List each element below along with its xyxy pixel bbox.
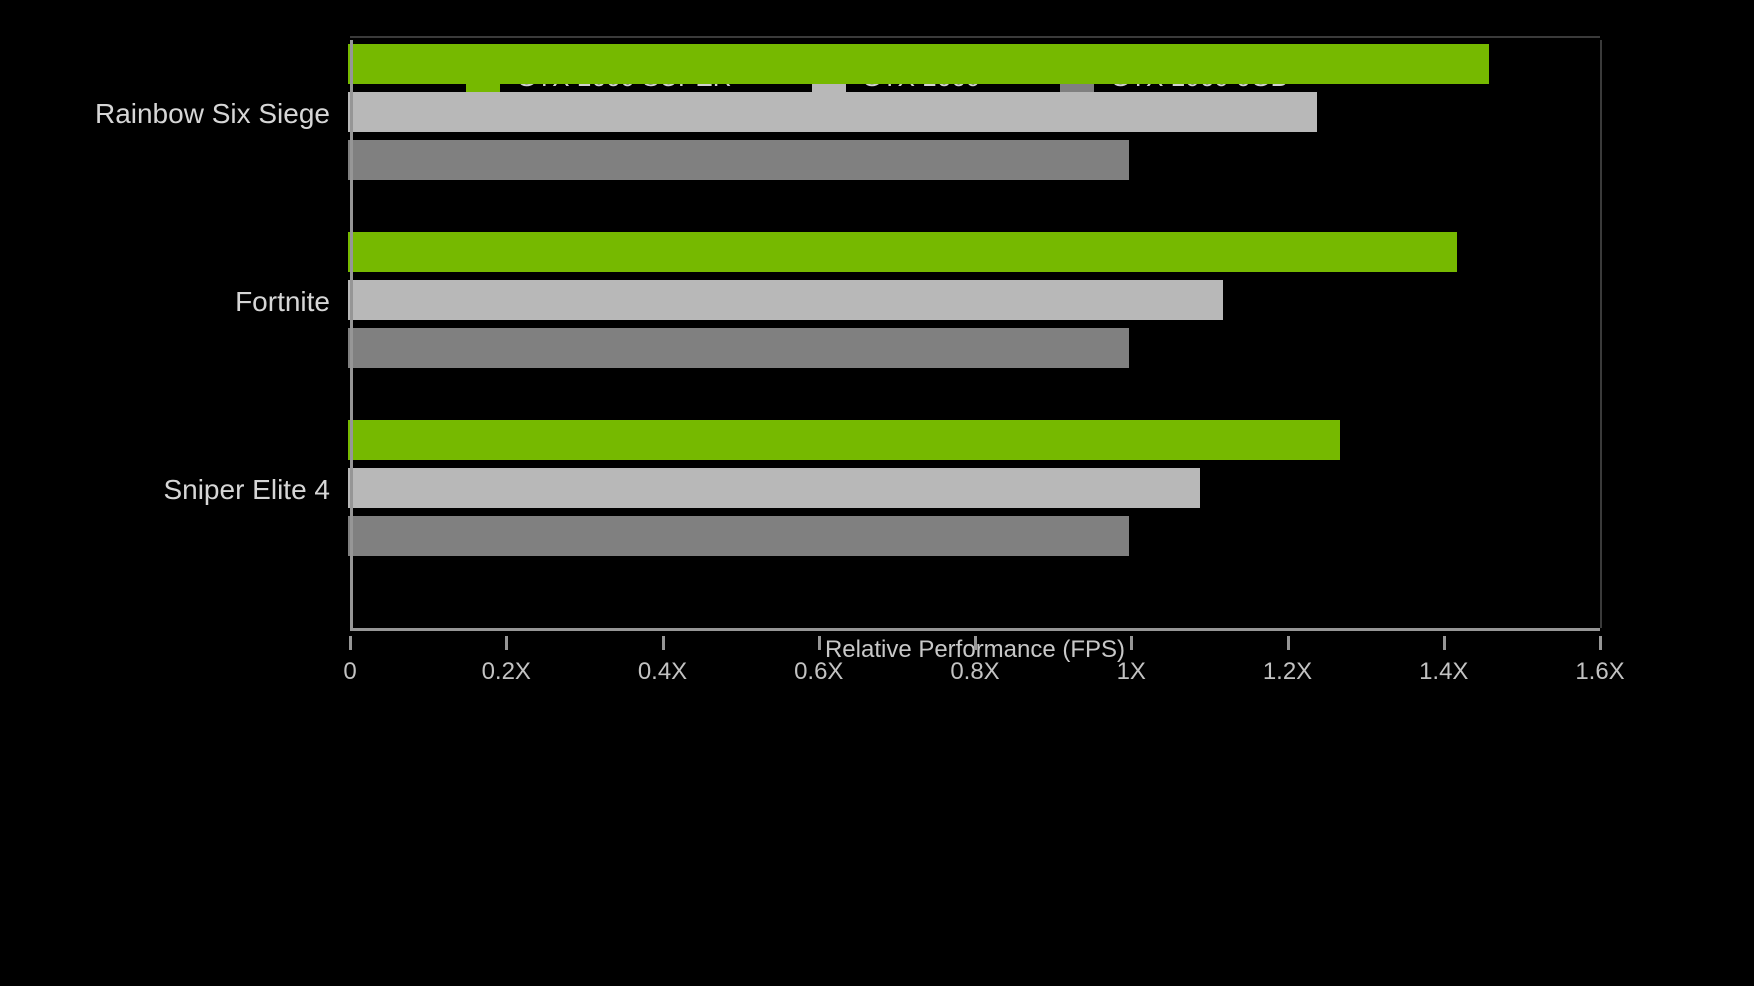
- x-axis-line: [350, 628, 1600, 631]
- x-tick-label: 1.4X: [1419, 658, 1468, 686]
- x-tick-mark: [974, 636, 977, 650]
- category-row: Sniper Elite 4: [20, 416, 1620, 564]
- x-tick-label: 1.6X: [1575, 658, 1624, 686]
- bar: [348, 468, 1598, 508]
- x-tick-label: 1.2X: [1263, 658, 1312, 686]
- category-row: Rainbow Six Siege: [20, 40, 1620, 188]
- bars-group: [348, 416, 1598, 564]
- bar: [348, 328, 1598, 368]
- bar-fill: [348, 328, 1129, 368]
- x-axis: 00.2X0.4X0.6X0.8X1X1.2X1.4X1.6X Relative…: [350, 636, 1600, 696]
- bar: [348, 280, 1598, 320]
- bar-fill: [348, 420, 1340, 460]
- x-tick-mark: [662, 636, 665, 650]
- bar-fill: [348, 232, 1457, 272]
- chart-categories: Rainbow Six Siege Fortnite Sniper Elite 4: [20, 40, 1620, 564]
- plot-top-border: [350, 36, 1600, 38]
- bar-fill: [348, 516, 1129, 556]
- x-tick-label: 0.8X: [950, 658, 999, 686]
- x-tick-mark: [1287, 636, 1290, 650]
- bar: [348, 516, 1598, 556]
- bar-fill: [348, 468, 1200, 508]
- category-label: Sniper Elite 4: [20, 474, 348, 506]
- y-axis-line: [350, 40, 353, 628]
- bar: [348, 44, 1598, 84]
- category-row: Fortnite: [20, 228, 1620, 376]
- bar: [348, 140, 1598, 180]
- x-tick-mark: [1443, 636, 1446, 650]
- category-label: Fortnite: [20, 286, 348, 318]
- x-tick-label: 0.6X: [794, 658, 843, 686]
- bar: [348, 232, 1598, 272]
- x-tick-label: 0: [343, 658, 356, 686]
- bar-fill: [348, 140, 1129, 180]
- x-tick-label: 0.2X: [482, 658, 531, 686]
- plot-right-border: [1600, 40, 1602, 628]
- bar: [348, 92, 1598, 132]
- bar-fill: [348, 280, 1223, 320]
- x-tick-mark: [349, 636, 352, 650]
- x-tick-mark: [505, 636, 508, 650]
- bar-fill: [348, 44, 1489, 84]
- bars-group: [348, 40, 1598, 188]
- performance-chart: Rainbow Six SiegeFortniteSniper Elite 4 …: [20, 40, 1620, 696]
- x-tick-label: 1X: [1117, 658, 1146, 686]
- bars-group: [348, 228, 1598, 376]
- bar: [348, 420, 1598, 460]
- x-tick-mark: [1130, 636, 1133, 650]
- category-label: Rainbow Six Siege: [20, 98, 348, 130]
- x-tick-mark: [1599, 636, 1602, 650]
- x-tick-label: 0.4X: [638, 658, 687, 686]
- x-tick-mark: [818, 636, 821, 650]
- bar-fill: [348, 92, 1317, 132]
